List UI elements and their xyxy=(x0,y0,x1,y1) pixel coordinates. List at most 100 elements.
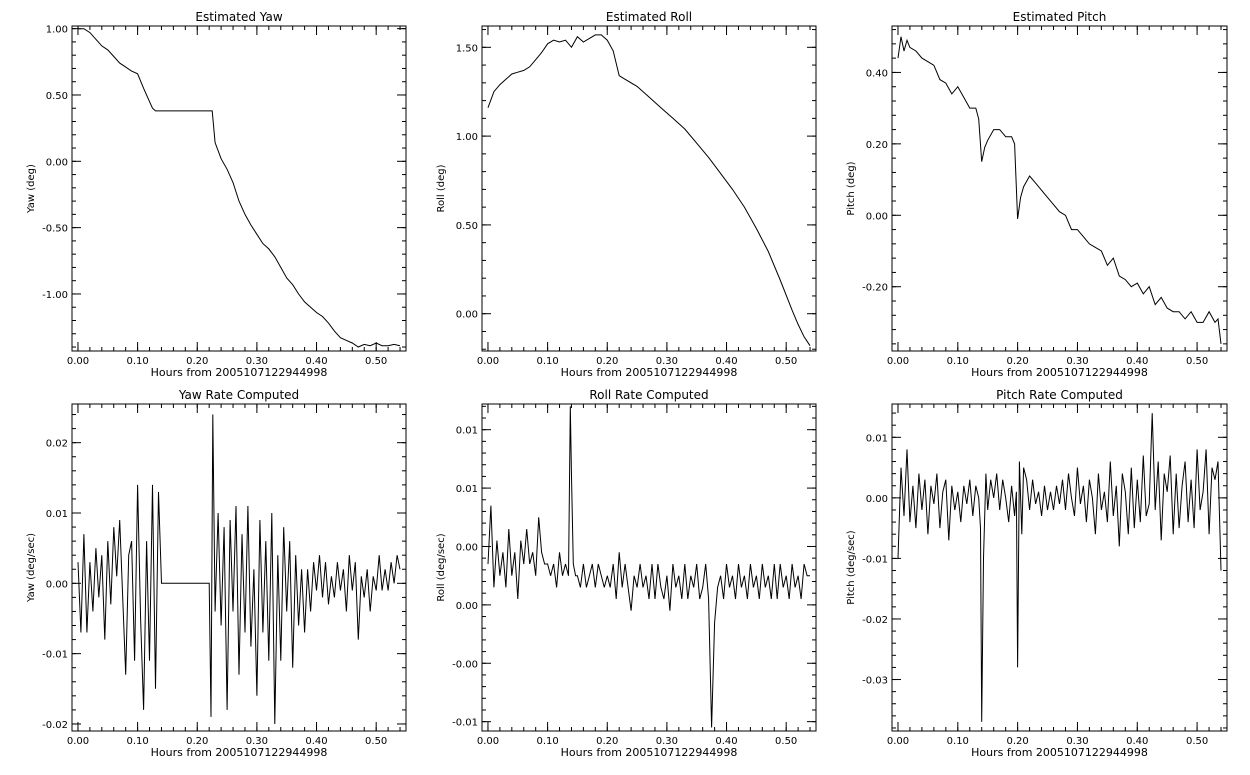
y-tick-label: 0.02 xyxy=(46,439,68,450)
y-tick-label: 0.01 xyxy=(456,426,478,437)
y-tick-label: -0.00 xyxy=(452,659,478,670)
x-tick-label: 0.40 xyxy=(715,356,737,367)
x-tick-label: 0.20 xyxy=(1006,736,1028,747)
x-tick-label: 0.10 xyxy=(126,736,148,747)
y-tick-label: -0.03 xyxy=(862,676,888,687)
x-tick-label: 0.00 xyxy=(67,736,89,747)
chart-title: Estimated Pitch xyxy=(1013,10,1107,24)
x-tick-label: 0.00 xyxy=(887,736,909,747)
y-tick-label: 1.00 xyxy=(456,132,478,143)
y-tick-label: 0.00 xyxy=(866,211,888,222)
chart-panel-5: 0.00 0.10 0.20 0.30 0.40 0.50 0.01 0.01 0.00 0.00… xyxy=(436,388,817,759)
y-tick-label: 0.00 xyxy=(456,542,478,553)
y-tick-label: 0.01 xyxy=(456,484,478,495)
y-tick-label: 0.20 xyxy=(866,140,888,151)
chart-panel-1: 0.00 0.10 0.20 0.30 0.40 0.50 1.00 0.50 0.00 -0.5… xyxy=(26,10,407,379)
x-tick-label: 0.10 xyxy=(947,736,969,747)
series-line-1 xyxy=(487,34,811,346)
chart-title: Roll Rate Computed xyxy=(589,388,708,402)
y-tick-label: -0.02 xyxy=(862,615,888,626)
x-tick-label: 0.50 xyxy=(365,356,387,367)
y-tick-label: -0.02 xyxy=(42,720,68,731)
x-tick-label: 0.00 xyxy=(477,356,499,367)
x-tick-label: 0.40 xyxy=(305,736,327,747)
series-line-1 xyxy=(897,413,1222,722)
y-tick-label: 0.01 xyxy=(866,433,888,444)
x-tick-label: 0.20 xyxy=(186,356,208,367)
x-tick-label: 0.50 xyxy=(775,356,797,367)
x-tick-label: 0.10 xyxy=(126,356,148,367)
y-tick-label: -1.00 xyxy=(42,290,68,301)
x-axis-label: Hours from 2005107122944998 xyxy=(151,746,328,759)
x-tick-label: 0.50 xyxy=(775,736,797,747)
y-tick-label: -0.20 xyxy=(862,283,888,294)
y-axis-label: Pitch (deg/sec) xyxy=(846,530,857,605)
y-tick-label: -0.01 xyxy=(862,554,888,565)
chart-panel-6: 0.00 0.10 0.20 0.30 0.40 0.50 0.01 0.00 -0.01 -0.… xyxy=(846,388,1228,759)
y-tick-label: 1.50 xyxy=(456,43,478,54)
x-tick-label: 0.00 xyxy=(887,356,909,367)
y-tick-label: -0.50 xyxy=(42,224,68,235)
plot-frame xyxy=(481,25,817,352)
x-tick-label: 0.10 xyxy=(947,356,969,367)
y-axis-label: Pitch (deg) xyxy=(846,161,857,215)
x-tick-label: 0.30 xyxy=(1066,736,1088,747)
x-tick-label: 0.20 xyxy=(596,356,618,367)
x-tick-label: 0.30 xyxy=(1066,356,1088,367)
y-axis-label: Roll (deg/sec) xyxy=(436,533,447,601)
x-tick-label: 0.40 xyxy=(1126,356,1148,367)
x-tick-label: 0.40 xyxy=(1126,736,1148,747)
chart-title: Pitch Rate Computed xyxy=(996,388,1123,402)
chart-title: Yaw Rate Computed xyxy=(178,388,299,402)
chart-panel-4: 0.00 0.10 0.20 0.30 0.40 0.50 0.02 0.01 0.00 -0.0… xyxy=(26,388,407,759)
y-axis-label: Yaw (deg) xyxy=(26,164,37,214)
plot-frame xyxy=(891,403,1228,732)
x-tick-label: 0.00 xyxy=(477,736,499,747)
plot-frame xyxy=(891,25,1228,352)
y-tick-label: -0.01 xyxy=(42,650,68,661)
series-line-1 xyxy=(897,36,1222,344)
x-tick-label: 0.50 xyxy=(1186,356,1208,367)
x-tick-label: 0.50 xyxy=(1186,736,1208,747)
series-line-1 xyxy=(487,406,810,728)
chart-panel-2: 0.00 0.10 0.20 0.30 0.40 0.50 1.50 1.00 0.50 0.00… xyxy=(436,10,817,379)
plot-frame xyxy=(481,403,817,732)
chart-panel-3: 0.00 0.10 0.20 0.30 0.40 0.50 0.40 0.20 0.00 -0.2… xyxy=(846,10,1228,379)
plot-frame xyxy=(71,403,407,732)
y-tick-label: 0.00 xyxy=(456,310,478,321)
x-tick-label: 0.50 xyxy=(365,736,387,747)
chart-title: Estimated Yaw xyxy=(195,10,282,24)
y-axis-label: Yaw (deg/sec) xyxy=(26,533,37,603)
y-tick-label: 0.00 xyxy=(46,579,68,590)
y-tick-label: 0.50 xyxy=(456,221,478,232)
x-axis-label: Hours from 2005107122944998 xyxy=(971,746,1148,759)
y-tick-label: 0.00 xyxy=(456,601,478,612)
plot-frame xyxy=(71,25,407,352)
series-line-1 xyxy=(77,414,401,725)
x-axis-label: Hours from 2005107122944998 xyxy=(971,366,1148,379)
x-tick-label: 0.00 xyxy=(67,356,89,367)
x-tick-label: 0.30 xyxy=(656,356,678,367)
x-axis-label: Hours from 2005107122944998 xyxy=(561,746,738,759)
x-tick-label: 0.20 xyxy=(1006,356,1028,367)
y-tick-label: 0.00 xyxy=(866,494,888,505)
x-tick-label: 0.30 xyxy=(656,736,678,747)
y-tick-label: 0.01 xyxy=(46,509,68,520)
y-tick-label: 0.00 xyxy=(46,157,68,168)
x-axis-label: Hours from 2005107122944998 xyxy=(561,366,738,379)
x-tick-label: 0.40 xyxy=(715,736,737,747)
y-tick-label: 0.40 xyxy=(866,68,888,79)
y-axis-label: Roll (deg) xyxy=(436,164,447,212)
y-tick-label: 0.50 xyxy=(46,91,68,102)
x-tick-label: 0.20 xyxy=(596,736,618,747)
series-line-1 xyxy=(78,28,401,348)
y-tick-label: 1.00 xyxy=(46,25,68,36)
x-tick-label: 0.30 xyxy=(246,356,268,367)
x-tick-label: 0.10 xyxy=(536,736,558,747)
chart-title: Estimated Roll xyxy=(606,10,692,24)
y-tick-label: -0.01 xyxy=(452,718,478,729)
x-tick-label: 0.40 xyxy=(305,356,327,367)
x-tick-label: 0.10 xyxy=(536,356,558,367)
x-axis-label: Hours from 2005107122944998 xyxy=(151,366,328,379)
